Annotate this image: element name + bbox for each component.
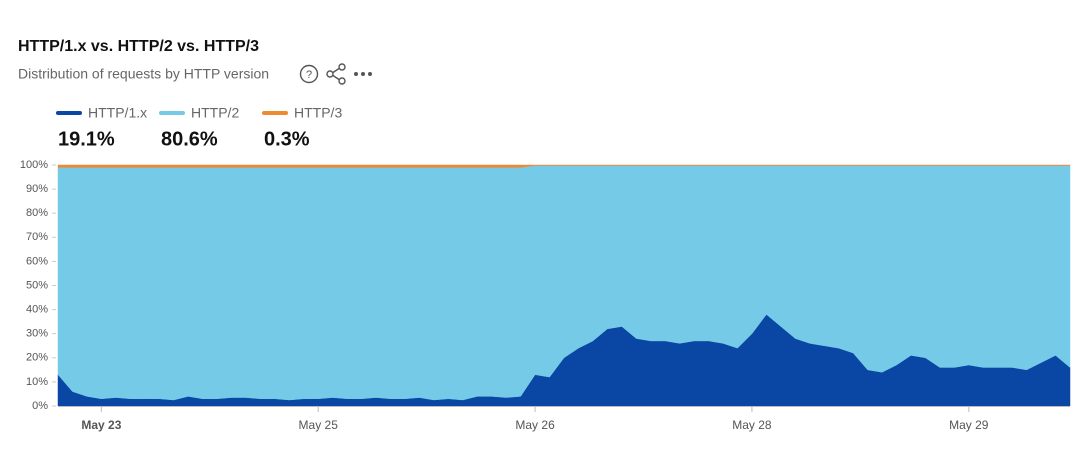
- legend-label: HTTP/3: [294, 105, 342, 121]
- y-tick-label: 0%: [32, 400, 48, 412]
- y-tick-label: 20%: [26, 352, 48, 364]
- y-tick-label: 70%: [26, 231, 48, 243]
- area: [57, 164, 1071, 168]
- y-tick-label: 100%: [20, 159, 48, 171]
- share-icon[interactable]: [326, 63, 346, 85]
- chart-title: HTTP/1.x vs. HTTP/2 vs. HTTP/3: [18, 38, 259, 55]
- total-value: 0.3%: [264, 128, 310, 150]
- total-value: 19.1%: [58, 128, 115, 150]
- legend-label: HTTP/2: [191, 105, 239, 121]
- x-tick-label: May 29: [949, 418, 989, 432]
- x-tick-label: May 26: [515, 418, 555, 432]
- y-tick-label: 10%: [26, 376, 48, 388]
- chart: HTTP/1.x 19.1% HTTP/2 80.6% HTTP/3 0.3% 0% 10% 2…: [20, 105, 1071, 432]
- x-tick-label: May 28: [732, 418, 772, 432]
- y-tick-label: 30%: [26, 328, 48, 340]
- y-tick-label: 40%: [26, 304, 48, 316]
- more-icon[interactable]: [354, 72, 372, 76]
- x-tick-label: May 23: [81, 418, 121, 432]
- x-tick-label: May 25: [299, 418, 339, 432]
- chart-subtitle: Distribution of requests by HTTP version: [18, 66, 269, 82]
- y-tick-label: 80%: [26, 207, 48, 219]
- help-icon[interactable]: ?: [299, 64, 319, 84]
- legend-label: HTTP/1.x: [88, 105, 147, 121]
- y-tick-label: 60%: [26, 255, 48, 267]
- total-value: 80.6%: [161, 128, 218, 150]
- svg-text:?: ?: [306, 69, 312, 81]
- y-tick-label: 90%: [26, 183, 48, 195]
- y-tick-label: 50%: [26, 279, 48, 291]
